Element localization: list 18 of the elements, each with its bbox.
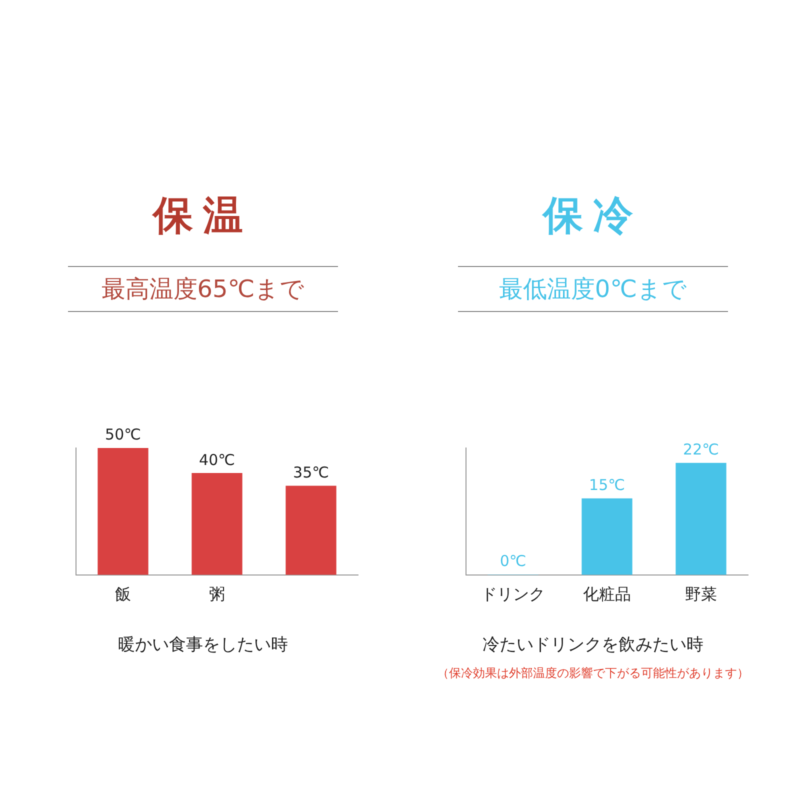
data-label: 22℃ — [683, 440, 719, 459]
chart-title: 保冷 — [541, 191, 644, 241]
chart-title: 保温 — [151, 191, 254, 241]
x-axis-title: 冷たいドリンクを飲みたい時 — [482, 634, 704, 656]
data-label: 15℃ — [589, 476, 625, 494]
x-tick-label: 野菜 — [685, 584, 717, 604]
chart-subtitle: 最低温度0℃まで — [458, 266, 728, 312]
text: （保冷効果は外部温度の影響で下がる可能性があります） — [436, 665, 750, 682]
x-tick-label: 化粧品 — [583, 584, 631, 604]
data-label: 40℃ — [199, 450, 235, 469]
x-tick-label: 飯 — [115, 584, 131, 604]
x-axis-title: 暖かい食事をしたい時 — [117, 634, 289, 656]
data-label: 50℃ — [105, 425, 141, 444]
x-tick-label: 粥 — [209, 584, 225, 604]
data-label: 35℃ — [293, 463, 329, 482]
chart-subtitle: 最高温度65℃まで — [68, 266, 338, 312]
x-tick-label: ドリンク — [481, 584, 545, 604]
data-label: 0℃ — [500, 552, 526, 570]
